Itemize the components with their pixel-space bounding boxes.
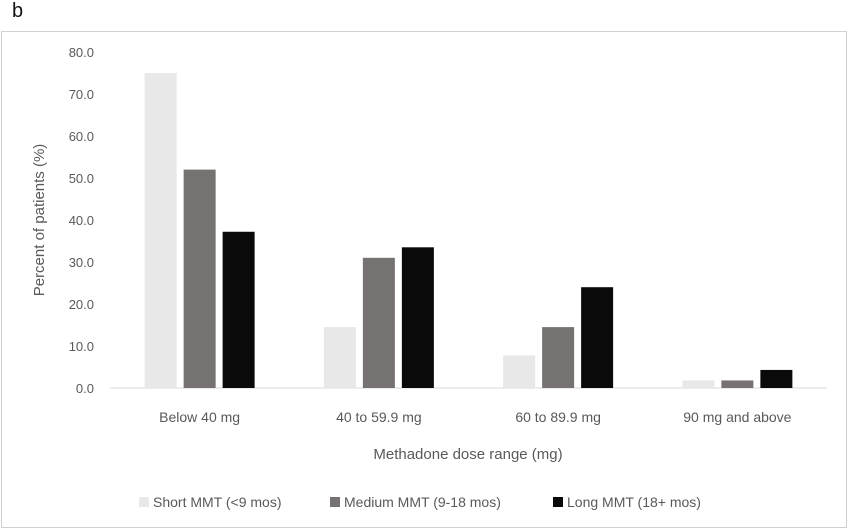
- bar: [721, 380, 754, 388]
- y-tick-label: 70.0: [69, 87, 94, 102]
- y-tick-label: 50.0: [69, 171, 94, 186]
- x-tick-label: 40 to 59.9 mg: [336, 409, 422, 425]
- bar: [323, 327, 356, 388]
- x-tick-label: 90 mg and above: [683, 409, 791, 425]
- bar: [183, 169, 216, 388]
- y-tick-label: 10.0: [69, 339, 94, 354]
- chart-frame: [1, 31, 847, 528]
- bar: [760, 369, 793, 388]
- bar: [581, 287, 614, 388]
- y-tick-label: 40.0: [69, 213, 94, 228]
- y-tick-label: 80.0: [69, 45, 94, 60]
- bar: [222, 231, 255, 388]
- legend-swatch: [553, 497, 563, 507]
- y-axis-title: Percent of patients (%): [31, 144, 48, 297]
- y-tick-label: 0.0: [76, 381, 94, 396]
- bar: [682, 380, 715, 388]
- y-tick-label: 20.0: [69, 297, 94, 312]
- bar: [362, 257, 395, 388]
- legend-swatch: [330, 497, 340, 507]
- y-tick-label: 30.0: [69, 255, 94, 270]
- legend-label: Short MMT (<9 mos): [153, 494, 282, 510]
- bar: [542, 327, 575, 388]
- legend-label: Medium MMT (9-18 mos): [344, 494, 501, 510]
- legend-label: Long MMT (18+ mos): [567, 494, 701, 510]
- legend-swatch: [139, 497, 149, 507]
- panel-label: b: [12, 0, 24, 22]
- y-tick-label: 60.0: [69, 129, 94, 144]
- x-tick-label: Below 40 mg: [159, 409, 240, 425]
- x-tick-label: 60 to 89.9 mg: [515, 409, 601, 425]
- x-axis-title: Methadone dose range (mg): [373, 446, 562, 463]
- bar: [503, 355, 536, 388]
- bar: [144, 73, 177, 388]
- bar: [401, 247, 434, 388]
